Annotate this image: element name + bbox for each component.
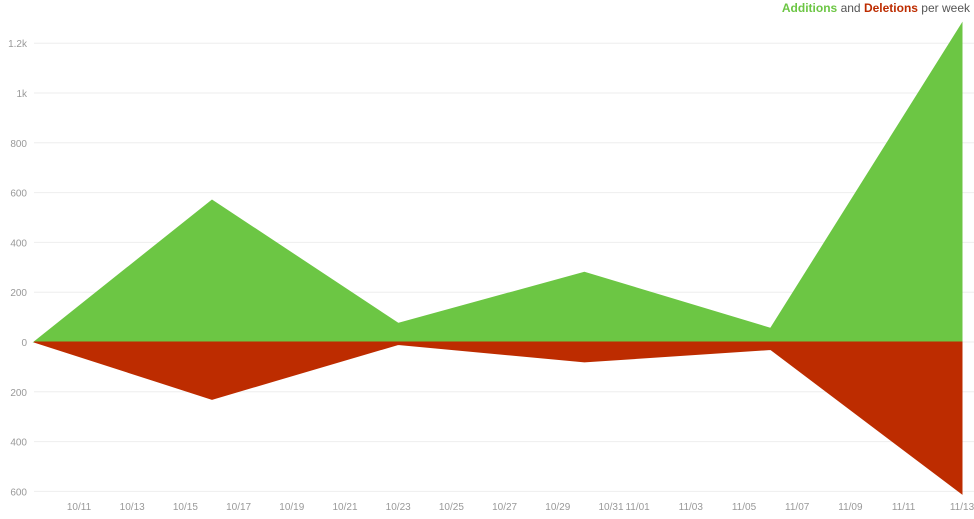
x-tick-label: 11/03 — [679, 502, 704, 513]
x-tick-label: 10/17 — [226, 502, 251, 513]
y-tick-label: 600 — [10, 189, 27, 200]
area-layer — [32, 21, 963, 495]
x-tick-label: 11/11 — [892, 502, 916, 513]
x-tick-label: 10/19 — [279, 502, 304, 513]
y-tick-label: 600 — [10, 487, 27, 498]
x-tick-label: 11/01 — [625, 502, 650, 513]
x-tick-label: 10/13 — [120, 502, 145, 513]
y-tick-label: 200 — [10, 388, 27, 399]
x-tick-label: 10/31 — [598, 502, 623, 513]
x-tick-label: 11/05 — [732, 502, 757, 513]
x-tick-label: 10/29 — [545, 502, 570, 513]
chart-legend: Additions and Deletions per week — [782, 1, 970, 15]
x-tick-label: 11/13 — [950, 502, 974, 513]
x-tick-label: 10/15 — [173, 502, 198, 513]
series-additions-area — [32, 21, 963, 343]
legend-additions: Additions — [781, 1, 838, 15]
y-axis: 1.2k 1k 800 600 400 200 0 200 400 600 — [8, 39, 28, 498]
y-tick-label: 400 — [10, 238, 27, 249]
y-tick-label: 200 — [10, 288, 27, 299]
x-tick-label: 10/23 — [386, 502, 411, 513]
legend-and: and — [840, 1, 861, 15]
x-tick-label: 11/07 — [785, 502, 810, 513]
legend-deletions: Deletions — [863, 1, 918, 15]
x-tick-label: 10/21 — [332, 502, 357, 513]
y-tick-label: 1.2k — [8, 39, 28, 50]
x-tick-label: 10/27 — [492, 502, 517, 513]
y-tick-label: 400 — [10, 438, 27, 449]
y-tick-label: 1k — [16, 89, 28, 100]
y-tick-label: 0 — [21, 338, 27, 349]
x-tick-label: 10/11 — [67, 502, 92, 513]
series-deletions-area — [33, 341, 963, 495]
x-axis: 10/11 10/13 10/15 10/17 10/19 10/21 10/23 10/25… — [67, 502, 974, 513]
x-tick-label: 10/25 — [439, 502, 464, 513]
y-tick-label: 800 — [10, 139, 27, 150]
x-tick-label: 11/09 — [838, 502, 863, 513]
legend-suffix: per week — [921, 1, 970, 15]
